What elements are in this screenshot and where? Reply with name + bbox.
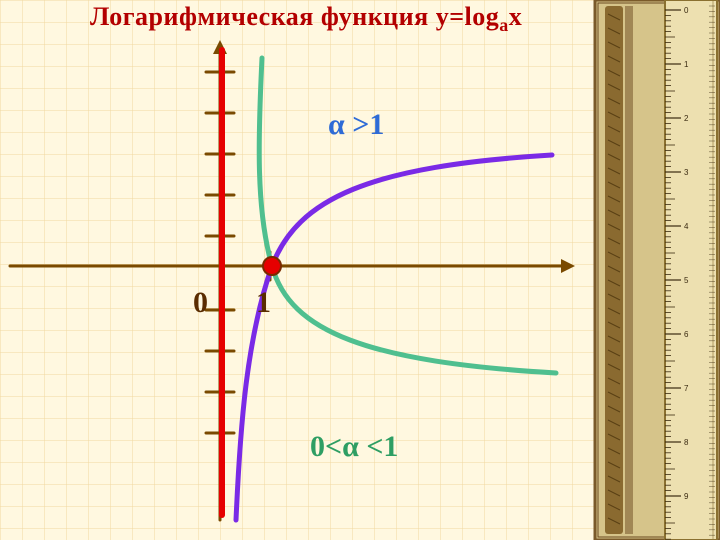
page: Логарифмическая функция y=logax 0 1 α >1… — [0, 0, 720, 540]
svg-text:0: 0 — [684, 6, 689, 15]
right-panel: 0 1 2 3 4 5 6 7 8 9 — [0, 0, 720, 540]
svg-text:9: 9 — [684, 492, 689, 501]
svg-text:8: 8 — [684, 438, 689, 447]
svg-text:4: 4 — [684, 222, 689, 231]
svg-text:5: 5 — [684, 276, 689, 285]
svg-text:7: 7 — [684, 384, 689, 393]
svg-text:1: 1 — [684, 60, 689, 69]
svg-text:2: 2 — [684, 114, 689, 123]
svg-text:3: 3 — [684, 168, 689, 177]
svg-text:6: 6 — [684, 330, 689, 339]
